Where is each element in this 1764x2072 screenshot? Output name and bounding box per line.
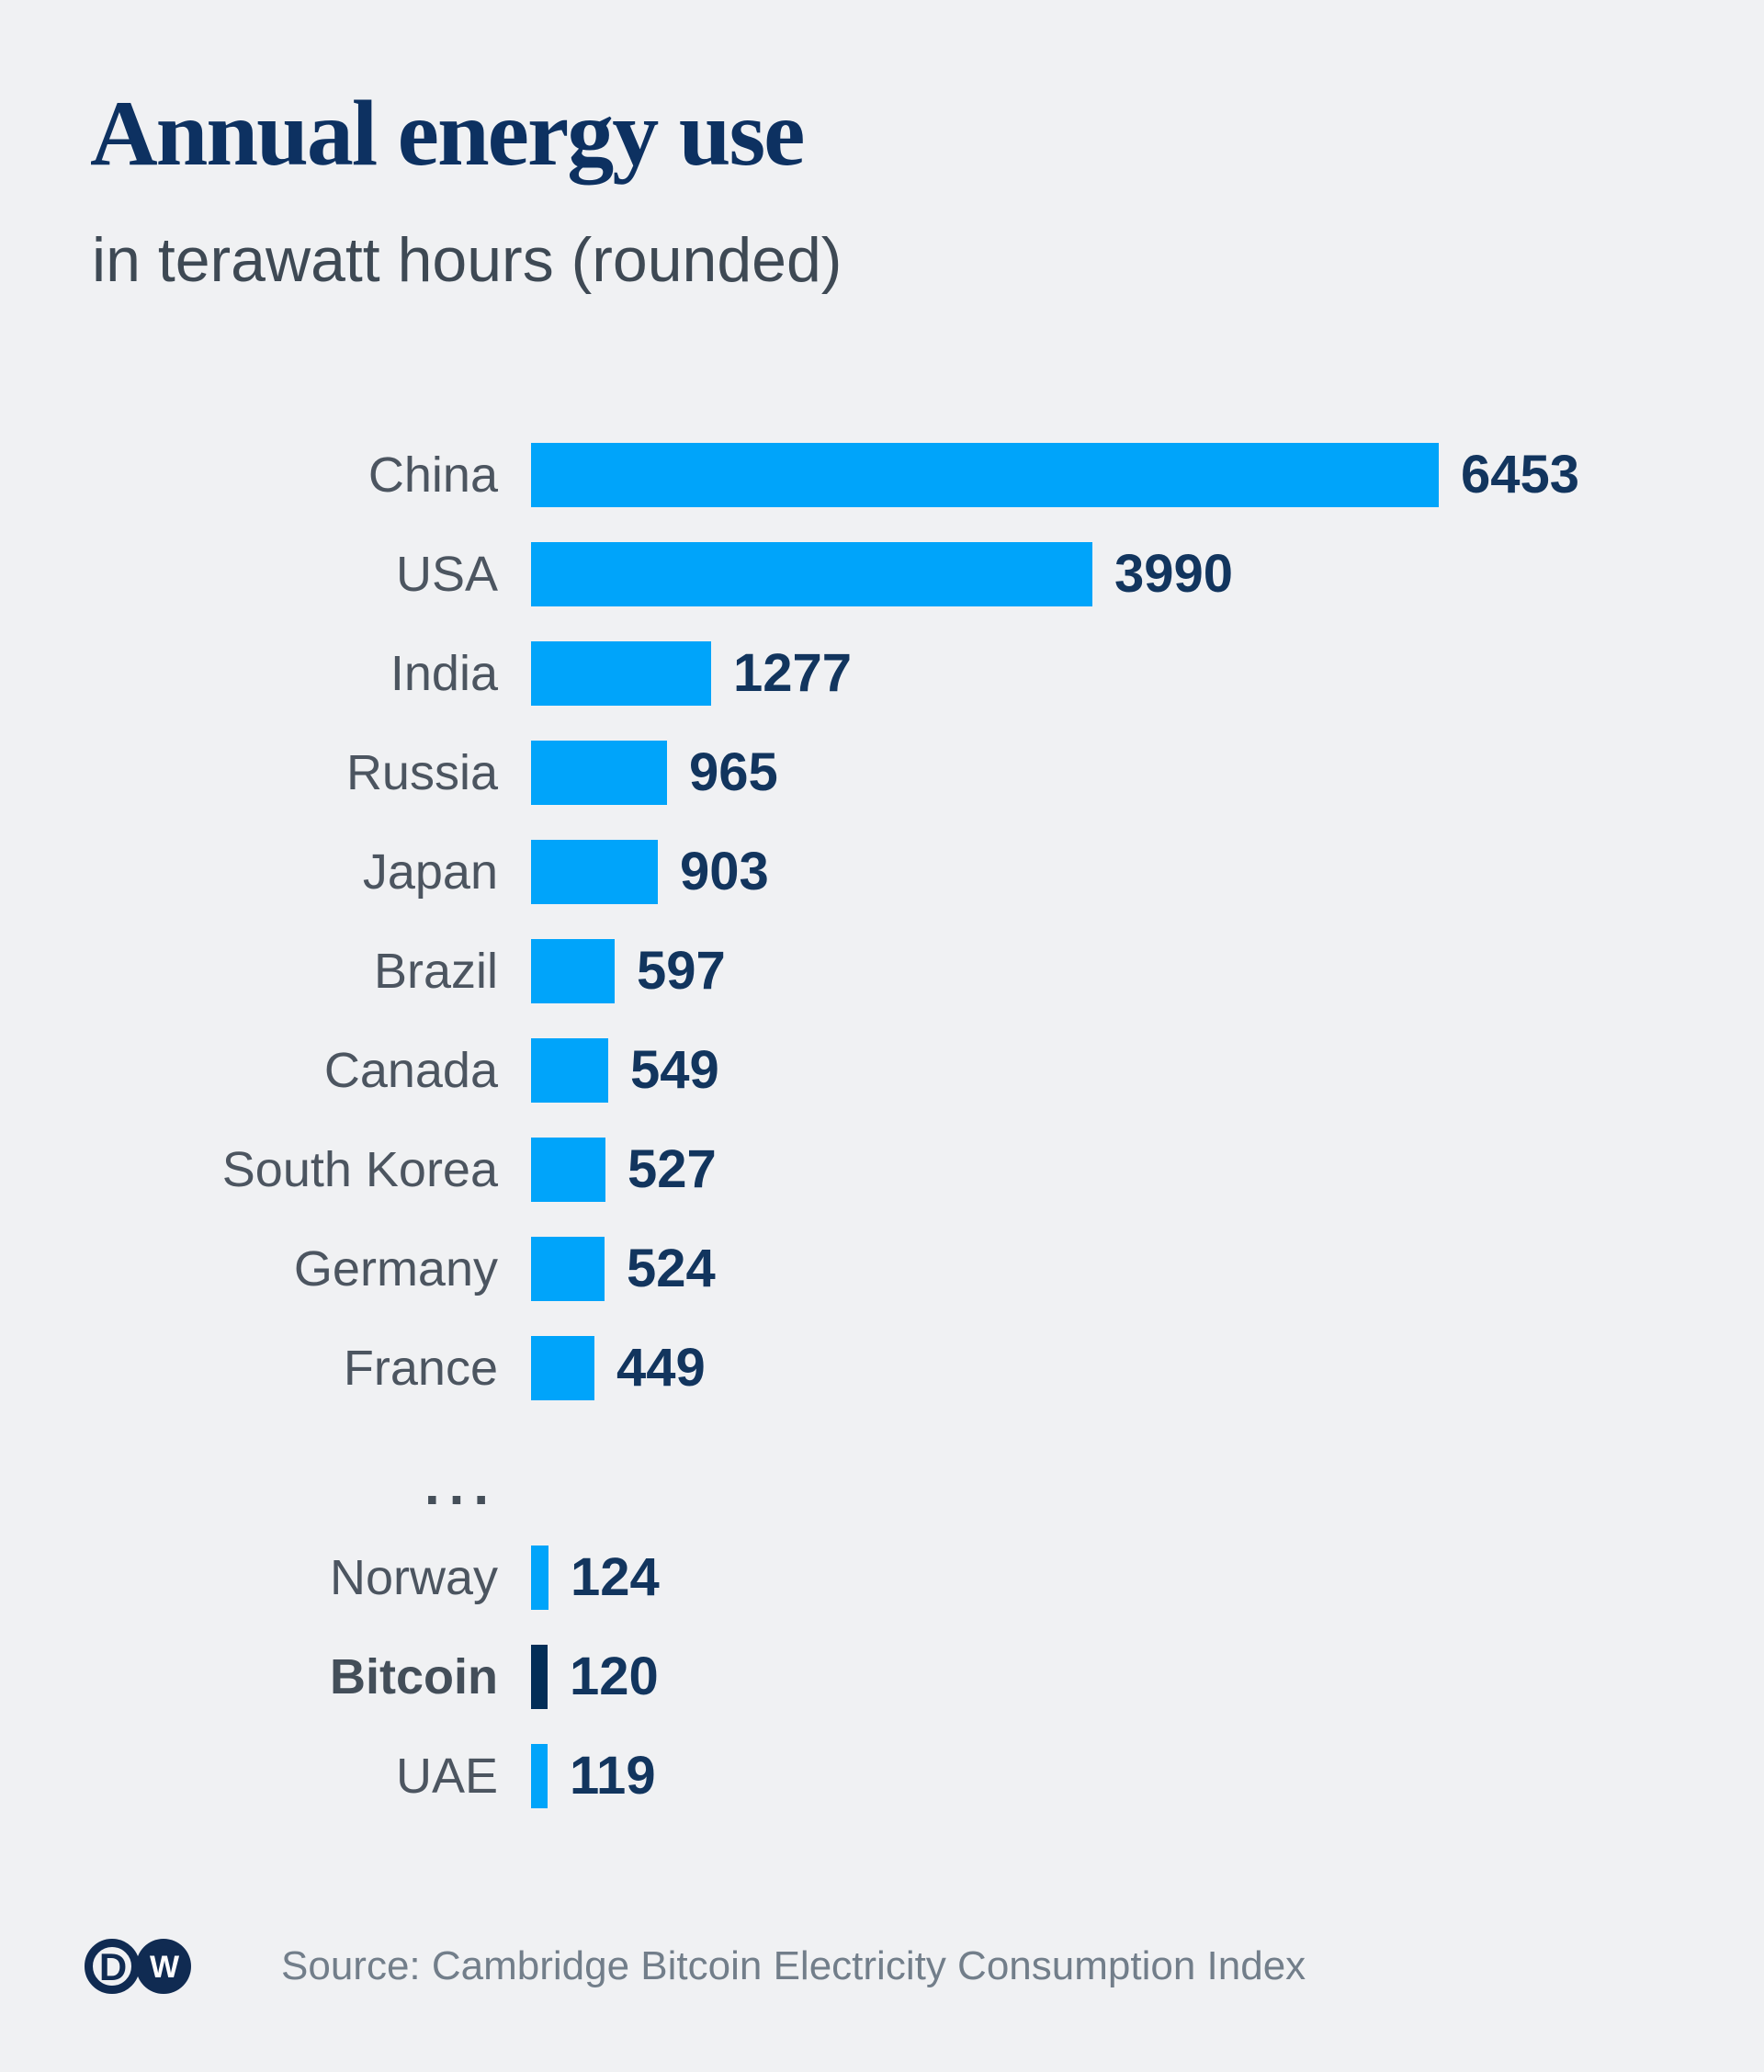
ellipsis-label: ... bbox=[424, 1455, 498, 1516]
bar-value: 3990 bbox=[1114, 544, 1234, 604]
bar-area: 119 bbox=[531, 1744, 656, 1808]
bar bbox=[531, 741, 667, 805]
bar-label: UAE bbox=[395, 1749, 498, 1804]
bar-label: Canada bbox=[323, 1043, 498, 1098]
bar-label: France bbox=[343, 1341, 498, 1396]
bar-label: India bbox=[390, 646, 498, 701]
bar-label: Norway bbox=[329, 1550, 498, 1605]
bar-area: 3990 bbox=[531, 542, 1233, 606]
dw-logo-letter-d: D bbox=[99, 1945, 127, 1988]
bar-label: China bbox=[368, 447, 498, 503]
bar-label: South Korea bbox=[221, 1142, 498, 1197]
bar bbox=[531, 1744, 548, 1808]
bar-chart: China 6453 USA 3990 India 1277 Russia 96… bbox=[0, 425, 1764, 1826]
bar-value: 6453 bbox=[1461, 445, 1580, 504]
bar bbox=[531, 443, 1439, 507]
bar-value: 965 bbox=[689, 742, 778, 802]
bar-label: USA bbox=[395, 547, 498, 602]
bar-value: 449 bbox=[616, 1338, 706, 1398]
bar-value: 524 bbox=[627, 1239, 716, 1298]
bar-area: 903 bbox=[531, 840, 769, 904]
dw-logo: W D bbox=[85, 1939, 191, 1994]
bar-value: 120 bbox=[570, 1647, 659, 1706]
bar-row: Japan 903 bbox=[0, 822, 1764, 922]
bar-row: USA 3990 bbox=[0, 525, 1764, 624]
footer: W D Source: Cambridge Bitcoin Electricit… bbox=[85, 1937, 1306, 1996]
ellipsis-row: ... bbox=[0, 1418, 1764, 1528]
bar-label: Japan bbox=[362, 844, 498, 900]
bar-row: Russia 965 bbox=[0, 723, 1764, 822]
bar-area: 1277 bbox=[531, 641, 852, 706]
bar-value: 1277 bbox=[733, 643, 853, 703]
bar-row: France 449 bbox=[0, 1319, 1764, 1418]
dw-logo-left-circle bbox=[85, 1939, 140, 1994]
bar bbox=[531, 1546, 548, 1610]
dw-logo-right-circle bbox=[136, 1939, 191, 1994]
bar-area: 527 bbox=[531, 1138, 717, 1202]
source-text: Source: Cambridge Bitcoin Electricity Co… bbox=[281, 1943, 1306, 1988]
bar bbox=[531, 1138, 605, 1202]
bar-row: Germany 524 bbox=[0, 1219, 1764, 1319]
bar-area: 549 bbox=[531, 1038, 719, 1103]
bar-row: UAE 119 bbox=[0, 1727, 1764, 1826]
bar-value: 119 bbox=[570, 1746, 656, 1806]
dw-logo-letter-w: W bbox=[150, 1950, 180, 1985]
bar-value: 527 bbox=[628, 1139, 717, 1199]
bar bbox=[531, 641, 711, 706]
bar-area: 449 bbox=[531, 1336, 706, 1400]
chart-title: Annual energy use bbox=[90, 82, 805, 186]
bar-row: India 1277 bbox=[0, 624, 1764, 723]
bar-row: Bitcoin 120 bbox=[0, 1627, 1764, 1727]
bar-row: South Korea 527 bbox=[0, 1120, 1764, 1219]
bar bbox=[531, 840, 658, 904]
bar-value: 903 bbox=[680, 842, 769, 901]
bar-area: 6453 bbox=[531, 443, 1579, 507]
bar bbox=[531, 1645, 548, 1709]
bar-value: 124 bbox=[571, 1547, 660, 1607]
bar-row: Norway 124 bbox=[0, 1528, 1764, 1627]
bar bbox=[531, 542, 1092, 606]
bar-area: 524 bbox=[531, 1237, 716, 1301]
bar-row: Brazil 597 bbox=[0, 922, 1764, 1021]
bar-value: 549 bbox=[630, 1040, 719, 1100]
bar-area: 120 bbox=[531, 1645, 659, 1709]
bar-label: Bitcoin bbox=[330, 1649, 498, 1704]
bar-area: 597 bbox=[531, 939, 726, 1003]
chart-subtitle: in terawatt hours (rounded) bbox=[92, 225, 842, 295]
bar-label: Russia bbox=[345, 745, 498, 800]
bar-label: Germany bbox=[293, 1241, 498, 1296]
bar-row: China 6453 bbox=[0, 425, 1764, 525]
bar-label: Brazil bbox=[373, 944, 498, 999]
bar bbox=[531, 1038, 608, 1103]
bar-area: 965 bbox=[531, 741, 778, 805]
bar-area: 124 bbox=[531, 1546, 660, 1610]
bar bbox=[531, 1336, 594, 1400]
bar bbox=[531, 1237, 605, 1301]
bar bbox=[531, 939, 615, 1003]
bar-row: Canada 549 bbox=[0, 1021, 1764, 1120]
bar-value: 597 bbox=[637, 941, 726, 1001]
